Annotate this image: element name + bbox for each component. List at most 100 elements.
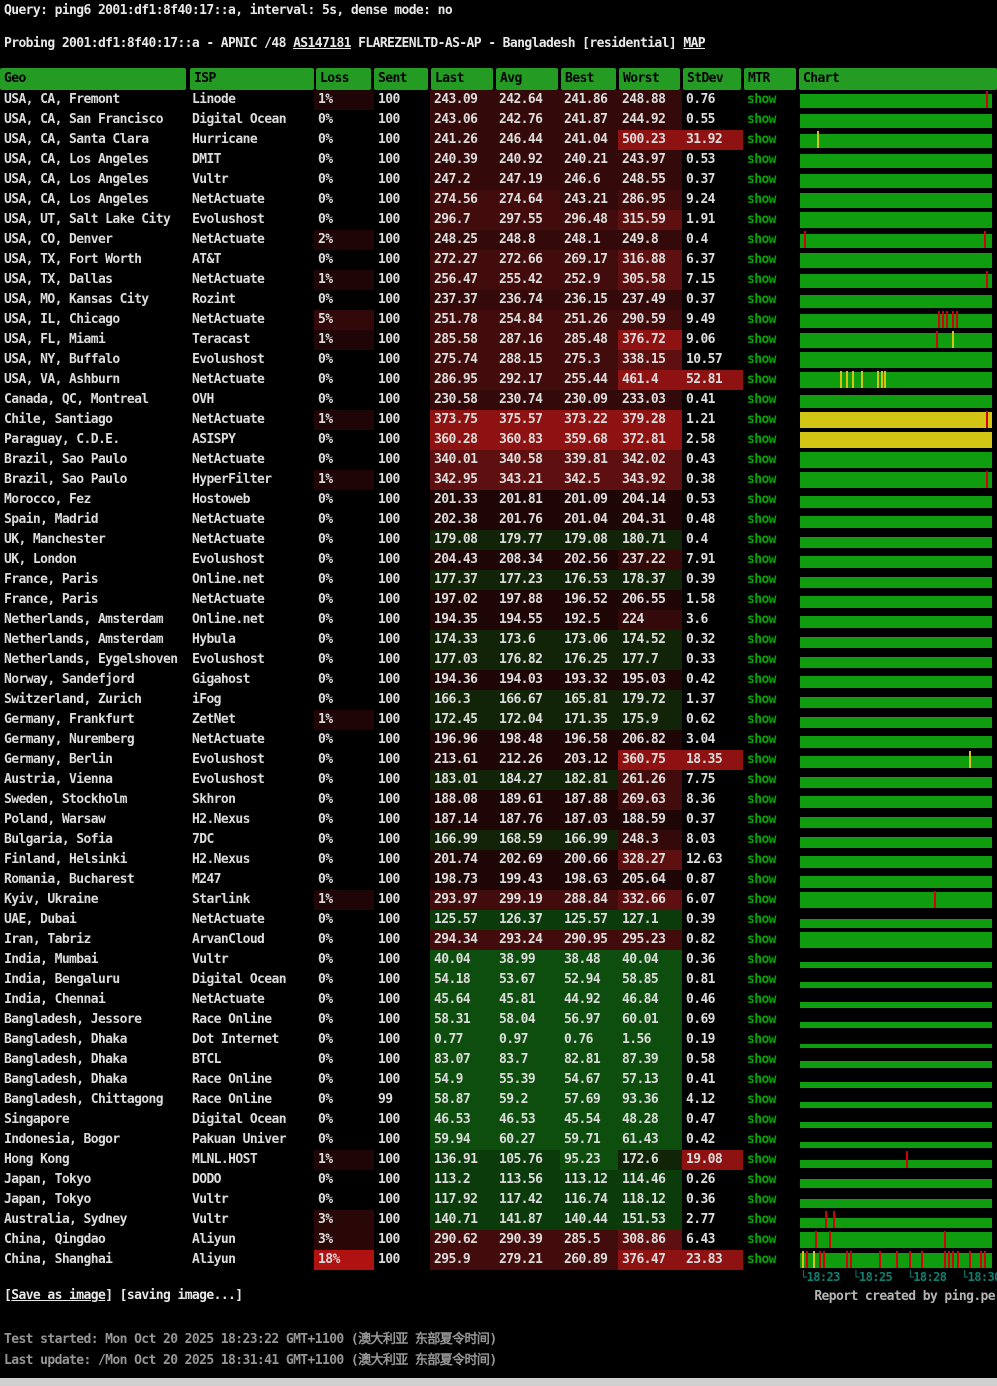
stdev-cell: 19.08 <box>682 1150 743 1170</box>
mtr-show-link[interactable]: show <box>747 452 777 467</box>
mtr-show-link[interactable]: show <box>747 232 777 247</box>
mtr-show-link[interactable]: show <box>747 132 777 147</box>
avg-cell: 141.87 <box>495 1210 560 1230</box>
last-cell: 213.61 <box>430 750 495 770</box>
mtr-show-link[interactable]: show <box>747 1132 777 1147</box>
mtr-show-link[interactable]: show <box>747 1192 777 1207</box>
sent-cell: 100 <box>378 1012 400 1027</box>
mtr-show-link[interactable]: show <box>747 632 777 647</box>
mtr-show-link[interactable]: show <box>747 1052 777 1067</box>
mtr-cell: show <box>743 910 798 930</box>
table-row: Bangladesh, Dhaka Race Online 0% 100 54.9 55.… <box>0 1070 997 1090</box>
latency-sparkline <box>800 1010 992 1030</box>
mtr-show-link[interactable]: show <box>747 652 777 667</box>
mtr-show-link[interactable]: show <box>747 812 777 827</box>
mtr-show-link[interactable]: show <box>747 272 777 287</box>
stdev-cell: 0.82 <box>686 932 716 947</box>
mtr-show-link[interactable]: show <box>747 612 777 627</box>
mtr-show-link[interactable]: show <box>747 192 777 207</box>
table-row: Netherlands, Eygelshoven Evolushost 0% 100 1… <box>0 650 997 670</box>
mtr-show-link[interactable]: show <box>747 792 777 807</box>
mtr-cell: show <box>743 1170 798 1190</box>
mtr-show-link[interactable]: show <box>747 752 777 767</box>
best-cell: 275.3 <box>560 350 618 370</box>
mtr-show-link[interactable]: show <box>747 492 777 507</box>
stdev-cell: 0.46 <box>686 992 716 1007</box>
mtr-show-link[interactable]: show <box>747 932 777 947</box>
mtr-show-link[interactable]: show <box>747 712 777 727</box>
save-as-image-link[interactable]: Save as image <box>11 1288 106 1303</box>
mtr-show-link[interactable]: show <box>747 832 777 847</box>
mtr-show-link[interactable]: show <box>747 592 777 607</box>
chart-cell <box>798 630 997 650</box>
map-link[interactable]: MAP <box>683 36 706 51</box>
mtr-show-link[interactable]: show <box>747 252 777 267</box>
mtr-show-link[interactable]: show <box>747 172 777 187</box>
mtr-show-link[interactable]: show <box>747 572 777 587</box>
mtr-show-link[interactable]: show <box>747 952 777 967</box>
avg-cell: 202.69 <box>495 850 560 870</box>
mtr-show-link[interactable]: show <box>747 1012 777 1027</box>
last-cell: 54.9 <box>430 1070 495 1090</box>
mtr-show-link[interactable]: show <box>747 512 777 527</box>
last-cell: 40.04 <box>430 950 495 970</box>
mtr-show-link[interactable]: show <box>747 972 777 987</box>
sparkline-bar <box>800 412 992 428</box>
mtr-show-link[interactable]: show <box>747 1172 777 1187</box>
loss-cell: 1% <box>314 710 374 730</box>
mtr-show-link[interactable]: show <box>747 1252 777 1267</box>
mtr-show-link[interactable]: show <box>747 92 777 107</box>
mtr-show-link[interactable]: show <box>747 112 777 127</box>
mtr-show-link[interactable]: show <box>747 852 777 867</box>
mtr-show-link[interactable]: show <box>747 212 777 227</box>
mtr-show-link[interactable]: show <box>747 1212 777 1227</box>
sparkline-bar <box>800 495 992 508</box>
table-row: USA, FL, Miami Teracast 1% 100 285.58 287.16 2… <box>0 330 997 350</box>
mtr-show-link[interactable]: show <box>747 1232 777 1247</box>
last-cell: 172.45 <box>430 710 495 730</box>
as-number-link[interactable]: AS147181 <box>293 36 351 51</box>
mtr-show-link[interactable]: show <box>747 872 777 887</box>
mtr-show-link[interactable]: show <box>747 772 777 787</box>
mtr-show-link[interactable]: show <box>747 912 777 927</box>
mtr-show-link[interactable]: show <box>747 552 777 567</box>
geo-cell: Indonesia, Bogor <box>4 1132 120 1147</box>
geo-cell: Singapore <box>4 1112 70 1127</box>
mtr-show-link[interactable]: show <box>747 532 777 547</box>
worst-cell: 172.6 <box>618 1150 682 1170</box>
mtr-show-link[interactable]: show <box>747 412 777 427</box>
last-cell: 293.97 <box>430 890 495 910</box>
mtr-show-link[interactable]: show <box>747 992 777 1007</box>
isp-cell: NetActuate <box>192 992 265 1007</box>
mtr-show-link[interactable]: show <box>747 732 777 747</box>
sent-cell: 100 <box>378 1172 400 1187</box>
mtr-show-link[interactable]: show <box>747 432 777 447</box>
sparkline-bar <box>800 1060 992 1068</box>
mtr-show-link[interactable]: show <box>747 152 777 167</box>
mtr-show-link[interactable]: show <box>747 1032 777 1047</box>
mtr-show-link[interactable]: show <box>747 352 777 367</box>
mtr-show-link[interactable]: show <box>747 312 777 327</box>
loss-cell: 0% <box>318 832 333 847</box>
mtr-show-link[interactable]: show <box>747 672 777 687</box>
sent-cell: 100 <box>378 432 400 447</box>
geo-cell: USA, UT, Salt Lake City <box>4 212 171 227</box>
mtr-show-link[interactable]: show <box>747 892 777 907</box>
avg-cell: 288.15 <box>495 350 560 370</box>
mtr-show-link[interactable]: show <box>747 1112 777 1127</box>
mtr-show-link[interactable]: show <box>747 372 777 387</box>
mtr-show-link[interactable]: show <box>747 392 777 407</box>
mtr-show-link[interactable]: show <box>747 332 777 347</box>
latency-sparkline <box>800 830 992 850</box>
avg-cell: 184.27 <box>495 770 560 790</box>
mtr-show-link[interactable]: show <box>747 1152 777 1167</box>
mtr-show-link[interactable]: show <box>747 292 777 307</box>
mtr-show-link[interactable]: show <box>747 472 777 487</box>
mtr-show-link[interactable]: show <box>747 1092 777 1107</box>
best-cell: 113.12 <box>560 1170 618 1190</box>
latency-sparkline <box>800 950 992 970</box>
mtr-show-link[interactable]: show <box>747 692 777 707</box>
loss-cell: 0% <box>318 692 333 707</box>
latency-sparkline <box>800 990 992 1010</box>
mtr-show-link[interactable]: show <box>747 1072 777 1087</box>
